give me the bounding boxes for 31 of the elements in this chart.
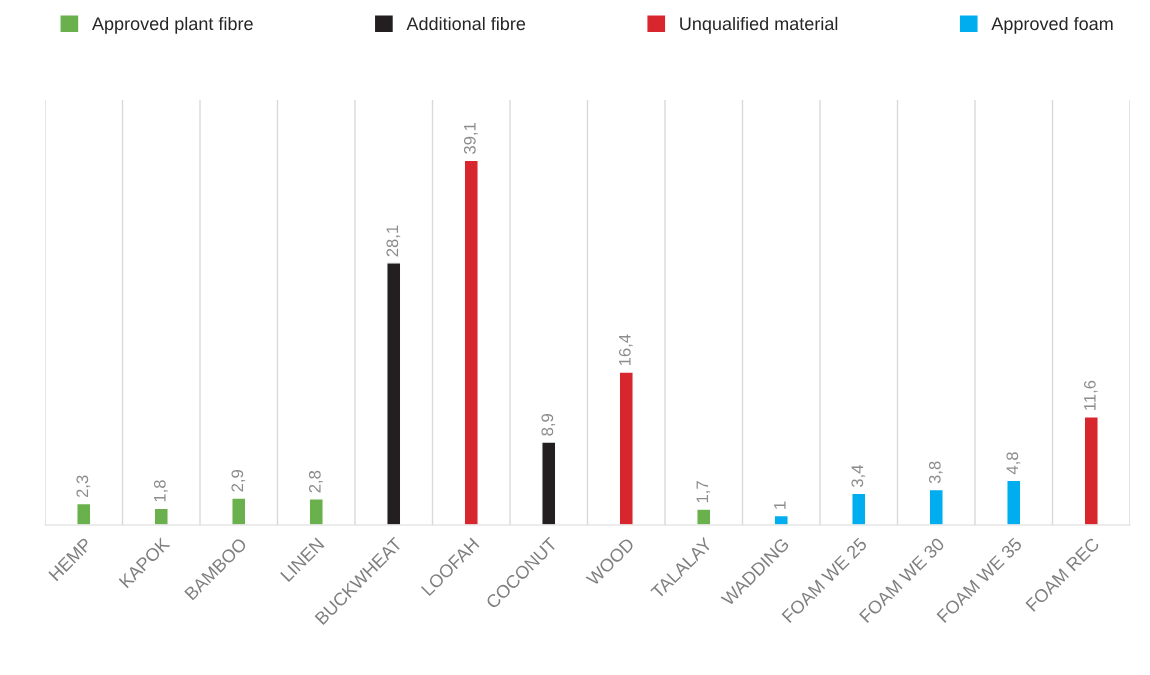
data-label: 4,8: [1006, 452, 1021, 475]
data-label: 8,9: [541, 413, 556, 436]
bar: [386, 262, 402, 525]
bar: [76, 502, 92, 525]
data-label: 1,8: [153, 480, 168, 502]
bar: [231, 497, 247, 525]
data-label: 39,1: [463, 122, 478, 154]
legend-label: Additional fibre: [406, 16, 526, 31]
bar: [308, 498, 324, 525]
bar: [928, 488, 944, 525]
bar: [1006, 479, 1022, 525]
data-label: 2,9: [231, 469, 246, 492]
data-label: 1: [774, 501, 786, 509]
data-label: 1,7: [696, 481, 711, 503]
bar: [851, 492, 867, 525]
bar: [1083, 416, 1099, 525]
data-label: 2,3: [76, 475, 91, 498]
bar: [153, 507, 169, 525]
data-label: 16,4: [618, 334, 633, 366]
bar: [696, 508, 712, 525]
data-label: 28,1: [386, 225, 401, 257]
bar: [541, 441, 557, 525]
data-label: 2,8: [308, 470, 323, 493]
bar: [463, 159, 479, 525]
data-label: 3,8: [928, 461, 943, 484]
legend-label: Approved foam: [991, 16, 1113, 34]
bar: [618, 371, 634, 525]
data-label: 11,6: [1083, 380, 1098, 410]
data-label: 3,4: [851, 465, 866, 488]
legend-label: Approved plant fibre: [91, 16, 253, 34]
legend-label: Unqualified material: [680, 16, 838, 34]
